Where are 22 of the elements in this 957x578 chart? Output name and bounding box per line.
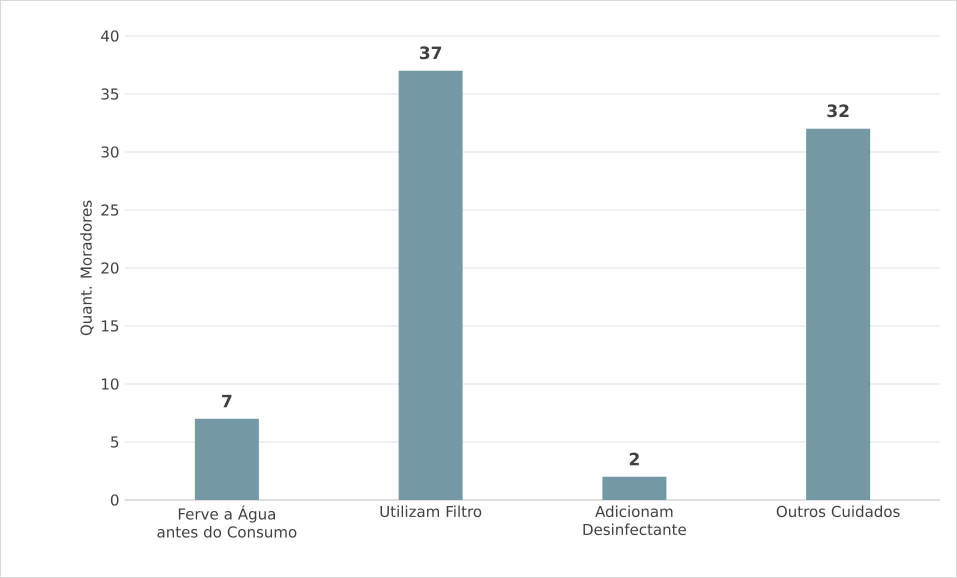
y-tick-label: 20 xyxy=(101,262,118,274)
data-label: 7 xyxy=(222,394,232,408)
y-tick-label: 40 xyxy=(101,30,118,42)
data-label: 32 xyxy=(827,104,848,118)
y-axis-title: Quant. Moradores xyxy=(80,200,94,336)
x-tick-label: Outros Cuidados xyxy=(776,506,900,518)
y-tick-label: 5 xyxy=(111,436,118,448)
y-tick-label: 30 xyxy=(102,146,118,158)
data-label: 37 xyxy=(420,46,442,60)
y-tick-label: 15 xyxy=(102,320,118,332)
x-tick-label: Adicionam Desinfectante xyxy=(584,506,686,536)
y-tick-label: 0 xyxy=(110,494,118,506)
x-tick-label: Utilizam Filtro xyxy=(380,506,482,518)
data-label: 2 xyxy=(630,452,639,466)
x-tick-label: Ferve a Água antes do Consumo xyxy=(157,506,296,538)
y-tick-label: 35 xyxy=(102,88,118,100)
bar xyxy=(806,128,870,500)
bar xyxy=(194,418,259,500)
bar xyxy=(398,70,463,500)
y-tick-label: 10 xyxy=(102,378,118,390)
bar xyxy=(602,476,666,500)
y-tick-label: 25 xyxy=(101,204,118,216)
